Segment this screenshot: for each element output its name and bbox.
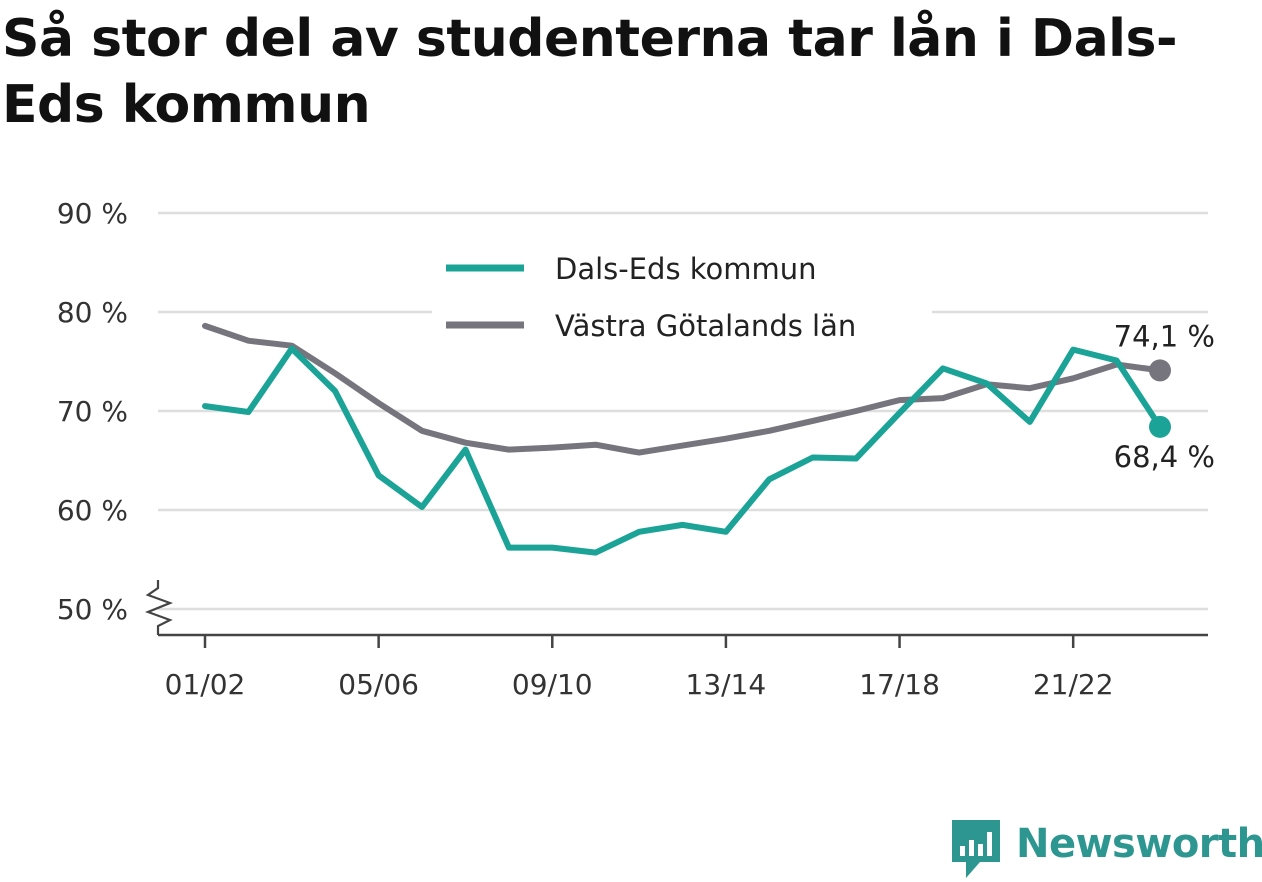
series-end-point <box>1149 415 1171 438</box>
legend-label: Västra Götalands län <box>555 309 856 343</box>
brand-name: Newsworthy <box>1016 821 1262 867</box>
y-tick-label: 80 % <box>57 296 128 329</box>
end-value-label: 68,4 % <box>1114 440 1215 474</box>
x-axis-ticks: 01/02 05/06 09/10 13/14 17/18 21/22 <box>165 635 1114 701</box>
x-tick-label: 21/22 <box>1033 668 1114 701</box>
series-line <box>202 322 1163 456</box>
y-axis-ticks: 50 % 60 % 70 % 80 % 90 % <box>57 197 128 626</box>
chart-title: Så stor del av studenterna tar lån i Dal… <box>2 9 1178 135</box>
y-tick-label: 70 % <box>57 395 128 428</box>
brand-logo: Newsworthy <box>950 818 1262 882</box>
legend-background <box>432 242 932 358</box>
x-tick-label: 17/18 <box>859 668 940 701</box>
x-axis <box>144 580 1208 637</box>
series-end-point <box>1149 359 1171 382</box>
x-tick-label: 05/06 <box>338 668 419 701</box>
x-tick-label: 09/10 <box>512 668 593 701</box>
end-labels: 68,4 % 74,1 % <box>1114 319 1215 473</box>
axis-break-icon <box>144 580 174 635</box>
end-value-label: 74,1 % <box>1114 319 1215 353</box>
y-tick-label: 60 % <box>57 494 128 527</box>
series-lines <box>202 322 1171 556</box>
legend: Dals-Eds kommun Västra Götalands län <box>432 242 932 358</box>
line-chart: 50 % 60 % 70 % 80 % 90 % 01/02 05/06 09/10 13/1… <box>57 197 1215 701</box>
x-tick-label: 01/02 <box>165 668 246 701</box>
legend-label: Dals-Eds kommun <box>555 252 817 286</box>
series-line <box>202 345 1163 556</box>
y-tick-label: 50 % <box>57 593 128 626</box>
x-tick-label: 13/14 <box>686 668 767 701</box>
y-tick-label: 90 % <box>57 197 128 230</box>
newsworthy-logo-icon <box>952 820 1000 878</box>
